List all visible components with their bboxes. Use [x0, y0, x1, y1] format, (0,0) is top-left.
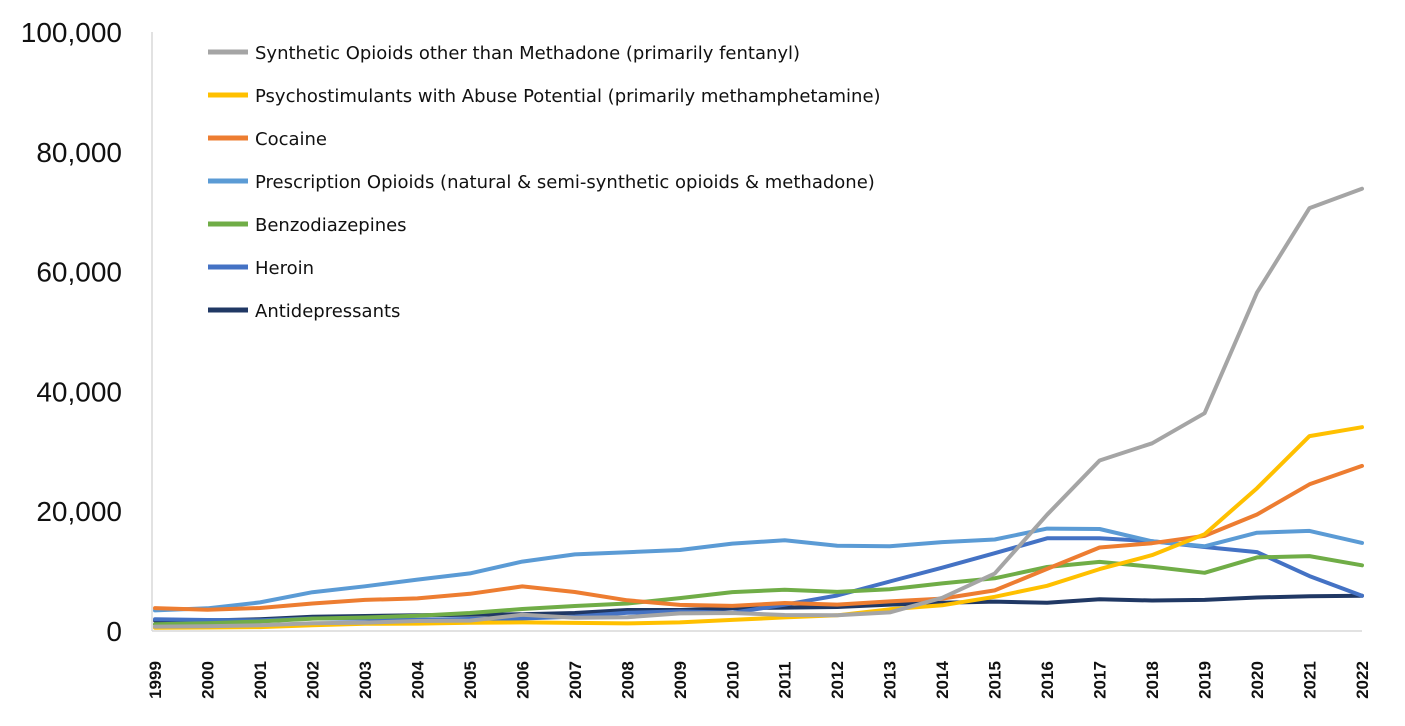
x-tick-label: 2017	[1091, 661, 1110, 699]
y-tick-label: 20,000	[36, 496, 122, 527]
x-tick-label: 2003	[356, 661, 375, 699]
x-tick-label: 2021	[1301, 661, 1320, 699]
legend-label: Prescription Opioids (natural & semi-syn…	[255, 172, 875, 193]
y-tick-label: 80,000	[36, 137, 122, 168]
x-tick-label: 2012	[828, 661, 847, 699]
x-tick-label: 2000	[198, 661, 217, 699]
series-line-1	[153, 425, 1364, 630]
x-tick-label: 2014	[933, 661, 952, 699]
x-tick-label: 2001	[251, 661, 270, 699]
legend-label: Synthetic Opioids other than Methadone (…	[255, 43, 800, 64]
x-tick-label: 2011	[776, 662, 795, 699]
x-tick-label: 2007	[566, 661, 585, 699]
x-tick-label: 2013	[881, 661, 900, 699]
x-tick-label: 2010	[723, 661, 742, 699]
x-tick-label: 2018	[1143, 661, 1162, 699]
x-tick-label: 2006	[513, 661, 532, 699]
x-tick-label: 2005	[461, 661, 480, 699]
x-tick-label: 1999	[146, 661, 165, 699]
x-tick-label: 2004	[408, 661, 427, 699]
y-tick-label: 60,000	[36, 257, 122, 288]
series-lines	[153, 186, 1364, 630]
legend-label: Psychostimulants with Abuse Potential (p…	[255, 86, 881, 107]
x-tick-label: 2009	[671, 661, 690, 699]
y-tick-label: 40,000	[36, 376, 122, 407]
x-tick-label: 2015	[986, 661, 1005, 699]
x-tick-label: 2008	[618, 661, 637, 699]
x-tick-label: 2002	[303, 661, 322, 699]
series-line-2	[153, 463, 1364, 612]
legend-label: Benzodiazepines	[255, 215, 407, 236]
y-tick-label: 100,000	[21, 17, 122, 48]
y-tick-label: 0	[106, 616, 122, 647]
series-line-0	[153, 186, 1364, 629]
x-tick-label: 2016	[1038, 661, 1057, 699]
x-axis: 1999 2000 2001 2002 2003 2004 2005 2006 2007 2008…	[146, 630, 1372, 699]
legend-label: Cocaine	[255, 129, 327, 150]
legend-label: Heroin	[255, 258, 314, 279]
x-tick-label: 2020	[1248, 661, 1267, 699]
legend-label: Antidepressants	[255, 301, 400, 322]
series-line-5	[153, 536, 1364, 623]
legend: Synthetic Opioids other than Methadone (…	[208, 43, 881, 322]
y-axis: 0 20,000 40,000 60,000 80,000 100,000	[21, 17, 153, 647]
series-line-4	[153, 554, 1364, 627]
x-tick-label: 2019	[1196, 661, 1215, 699]
x-tick-label: 2022	[1353, 661, 1372, 699]
